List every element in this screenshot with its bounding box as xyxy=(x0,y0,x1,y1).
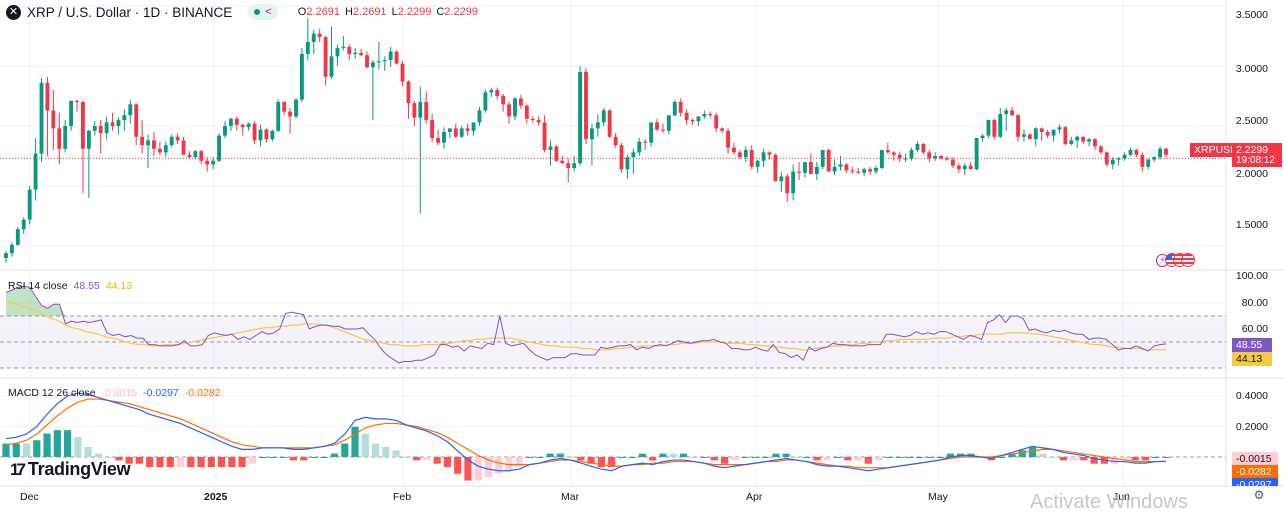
macd-name: MACD 12 26 close xyxy=(8,387,96,399)
rsi-axis-label: 80.00 xyxy=(1241,297,1268,309)
market-status-pill[interactable]: < xyxy=(248,4,278,20)
macd-line-tag: -0.0297 xyxy=(1232,478,1278,486)
price-axis-label: 2.5000 xyxy=(1235,115,1268,127)
open-value: 2.2691 xyxy=(306,6,340,18)
time-axis-label: Jun xyxy=(1113,491,1130,503)
symbol-title[interactable]: XRP / U.S. Dollar · 1D · BINANCE xyxy=(27,4,233,20)
rsi-axis-label: 60.00 xyxy=(1241,323,1268,335)
us-flag-icon[interactable] xyxy=(1181,253,1195,267)
macd-legend[interactable]: MACD 12 26 close -0.0015 -0.0297 -0.0282 xyxy=(8,387,220,399)
chart-header: ✕ XRP / U.S. Dollar · 1D · BINANCE < O2.… xyxy=(6,3,478,21)
events-markers[interactable]: ⚡ xyxy=(1156,253,1195,267)
rsi-value-tag: 48.55 xyxy=(1232,338,1272,352)
macd-signal-tag: -0.0282 xyxy=(1232,465,1278,479)
close-value: 2.2299 xyxy=(444,6,478,18)
time-axis-label: 2025 xyxy=(204,491,228,503)
rsi-legend[interactable]: RSI 14 close 48.55 44.13 xyxy=(8,280,132,292)
macd-axis-label: 0.4000 xyxy=(1235,390,1268,402)
macd-hist-value: -0.0015 xyxy=(101,387,138,399)
windows-activation-watermark: Activate Windows xyxy=(1030,491,1188,513)
rsi-ma-value: 44.13 xyxy=(105,280,133,292)
symbol-price-tag: XRPUSD xyxy=(1190,143,1242,157)
share-icon[interactable]: < xyxy=(265,6,272,18)
price-axis-label: 1.5000 xyxy=(1235,219,1268,231)
time-axis-label: Dec xyxy=(20,491,39,503)
rsi-name: RSI 14 close xyxy=(8,280,68,292)
low-value: 2.2299 xyxy=(397,6,432,18)
rsi-axis-label: 100.00 xyxy=(1235,270,1268,282)
x-logo-icon: ✕ xyxy=(6,4,21,20)
logo-text: TradingView xyxy=(27,459,131,479)
macd-hist-tag: -0.0015 xyxy=(1232,452,1278,466)
rsi-value: 48.55 xyxy=(73,280,100,292)
settings-gear-icon[interactable]: ⚙ xyxy=(1253,488,1265,502)
time-axis-label: Apr xyxy=(746,491,763,503)
ohlc-values: O2.2691 H2.2691 L2.2299 C2.2299 xyxy=(297,6,478,18)
macd-axis-label: 0.2000 xyxy=(1235,421,1268,433)
time-axis-label: Feb xyxy=(393,491,412,503)
time-axis-label: May xyxy=(928,491,948,503)
market-open-dot-icon xyxy=(254,9,261,15)
high-value: 2.2691 xyxy=(352,6,387,18)
price-axis-label: 3.5000 xyxy=(1235,9,1268,21)
macd-line-value: -0.0297 xyxy=(143,387,179,399)
macd-signal-value: -0.0282 xyxy=(184,387,221,399)
rsi-ma-tag: 44.13 xyxy=(1232,352,1272,366)
last-price-tag: 2.2299 xyxy=(1232,143,1282,157)
time-axis-label: Mar xyxy=(561,491,580,503)
tradingview-logo-icon: 17 xyxy=(10,459,26,479)
price-axis-label: 3.0000 xyxy=(1235,63,1268,75)
tradingview-logo[interactable]: 17 TradingView xyxy=(10,459,131,480)
bar-countdown: 19:08:12 xyxy=(1232,155,1282,167)
price-axis-label: 2.0000 xyxy=(1235,168,1268,180)
